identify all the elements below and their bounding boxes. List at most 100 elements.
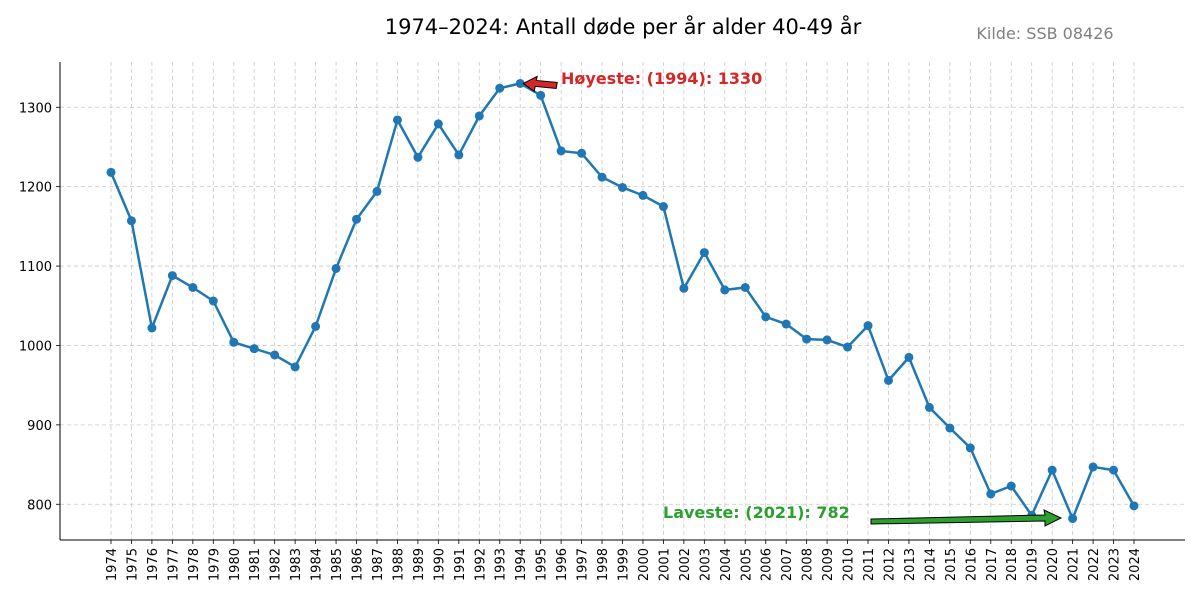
y-tick-label: 1300 [19, 101, 52, 116]
data-point [249, 344, 259, 354]
x-tick-label: 1987 [371, 548, 386, 581]
data-point [556, 146, 566, 156]
x-tick-label: 1984 [310, 548, 325, 581]
data-point [740, 283, 750, 293]
x-tick-label: 2023 [1108, 548, 1123, 581]
data-point [720, 285, 730, 295]
x-tick-label: 2011 [862, 548, 877, 581]
x-tick-label: 1996 [555, 548, 570, 581]
x-tick-label: 1985 [330, 548, 345, 581]
data-point [761, 312, 771, 322]
x-tick-label: 2007 [780, 548, 795, 581]
data-point [372, 186, 382, 196]
x-tick-label: 1995 [535, 548, 550, 581]
data-point [781, 319, 791, 329]
data-point [413, 152, 423, 162]
data-point [883, 375, 893, 385]
arrow-lowest [870, 509, 1063, 527]
x-tick-label: 2017 [985, 548, 1000, 581]
data-point [1068, 514, 1078, 524]
annotations: Høyeste: (1994): 1330 Laveste: (2021): 78… [522, 69, 1063, 527]
data-point [802, 334, 812, 344]
data-point [106, 167, 116, 177]
data-point [638, 190, 648, 200]
data-point [924, 402, 934, 412]
data-point [965, 443, 975, 453]
data-point [658, 202, 668, 212]
data-point [986, 489, 996, 499]
y-tick-label: 1200 [19, 181, 52, 196]
x-tick-label: 1974 [105, 548, 120, 581]
data-point [1129, 501, 1139, 511]
x-tick-label: 2015 [944, 548, 959, 581]
x-tick-label: 1986 [351, 548, 366, 581]
x-tick-label: 2021 [1067, 548, 1082, 581]
x-tick-label: 2008 [801, 548, 816, 581]
data-point [454, 150, 464, 160]
data-point [352, 214, 362, 224]
data-point [843, 342, 853, 352]
data-point [1109, 465, 1119, 475]
x-tick-label: 2009 [821, 548, 836, 581]
data-point [147, 323, 157, 333]
x-tick-label: 2004 [719, 548, 734, 581]
x-tick-label: 1977 [166, 548, 181, 581]
x-tick-label: 2016 [964, 548, 979, 581]
x-tick-label: 2018 [1005, 548, 1020, 581]
x-tick-label: 2024 [1128, 548, 1143, 581]
y-tick-label: 900 [27, 419, 52, 434]
data-point [208, 296, 218, 306]
x-tick-label: 1988 [391, 548, 406, 581]
data-point [577, 148, 587, 158]
x-tick-label: 2014 [923, 548, 938, 581]
x-tick-label: 2013 [903, 548, 918, 581]
x-tick-label: 2001 [657, 548, 672, 581]
x-tick-label: 1993 [494, 548, 509, 581]
x-tick-label: 1994 [514, 548, 529, 581]
x-tick-label: 1991 [453, 548, 468, 581]
x-tick-label: 2000 [637, 548, 652, 581]
x-tick-label: 2006 [760, 548, 775, 581]
annotation-highest: Høyeste: (1994): 1330 [561, 69, 762, 88]
annotation-lowest: Laveste: (2021): 782 [663, 503, 850, 522]
x-tick-label: 2002 [678, 548, 693, 581]
x-tick-label: 1978 [187, 548, 202, 581]
grid [60, 62, 1185, 540]
data-point [1006, 481, 1016, 491]
x-tick-label: 2010 [842, 548, 857, 581]
source-label: Kilde: SSB 08426 [976, 24, 1113, 43]
x-tick-label: 2005 [739, 548, 754, 581]
x-tick-label: 1976 [146, 548, 161, 581]
x-tick-label: 1997 [576, 548, 591, 581]
y-tick-label: 1100 [19, 260, 52, 275]
data-point [474, 111, 484, 121]
x-tick-label: 1979 [207, 548, 222, 581]
y-tick-label: 800 [27, 498, 52, 513]
chart-title: 1974–2024: Antall døde per år alder 40-4… [385, 14, 862, 39]
data-point [167, 271, 177, 281]
x-tick-label: 1990 [432, 548, 447, 581]
data-point [126, 216, 136, 226]
data-point [597, 172, 607, 182]
data-point [229, 337, 239, 347]
x-tick-label: 2012 [882, 548, 897, 581]
x-tick-label: 1992 [473, 548, 488, 581]
x-tick-label: 1981 [248, 548, 263, 581]
x-tick-label: 1989 [412, 548, 427, 581]
data-point [904, 352, 914, 362]
x-tick-label: 1983 [289, 548, 304, 581]
axes: 1974 1975 1976 1977 1978 1979 1980 1981 1982 1983… [19, 62, 1185, 581]
data-point [1047, 465, 1057, 475]
data-point [188, 283, 198, 293]
series-line [106, 78, 1139, 524]
data-point [311, 321, 321, 331]
data-point [392, 115, 402, 125]
data-point [433, 119, 443, 129]
x-tick-label: 1982 [269, 548, 284, 581]
x-tick-label: 1999 [617, 548, 632, 581]
data-point [290, 362, 300, 372]
data-point [515, 78, 525, 88]
x-tick-label: 1975 [125, 548, 140, 581]
data-point [270, 350, 280, 360]
